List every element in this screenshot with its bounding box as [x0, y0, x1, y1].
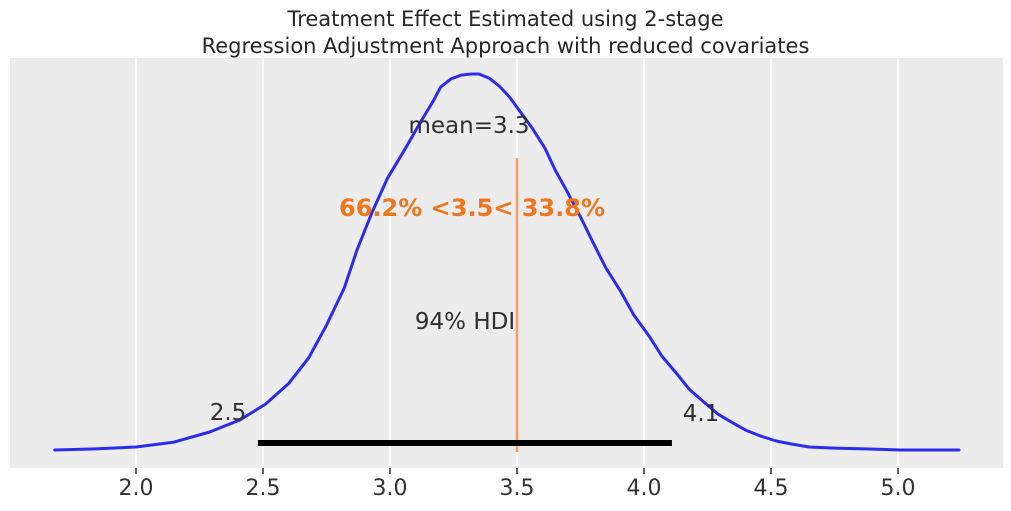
chart-title: Treatment Effect Estimated using 2-stage…	[0, 6, 1011, 60]
chart-title-line-2: Regression Adjustment Approach with redu…	[201, 34, 810, 58]
mean-annotation: mean=3.3	[408, 113, 530, 139]
hdi-probability-label: 94% HDI	[414, 309, 516, 335]
ref-value-annotation: 66.2% <3.5< 33.8%	[339, 194, 605, 222]
x-tick-label: 2.0	[118, 476, 154, 501]
hdi-upper-bound-label: 4.1	[682, 401, 720, 427]
plot-area-background	[10, 58, 1003, 468]
x-tick-label: 2.5	[245, 476, 281, 501]
hdi-lower-bound-label: 2.5	[209, 400, 247, 426]
x-tick-label: 5.0	[880, 476, 916, 501]
x-tick-label: 4.5	[753, 476, 789, 501]
x-tick-label: 3.5	[499, 476, 535, 501]
x-tick-label: 3.0	[372, 476, 408, 501]
kde-curve	[53, 72, 961, 452]
chart-title-line-1: Treatment Effect Estimated using 2-stage	[287, 7, 724, 31]
x-tick-label: 4.0	[626, 476, 662, 501]
